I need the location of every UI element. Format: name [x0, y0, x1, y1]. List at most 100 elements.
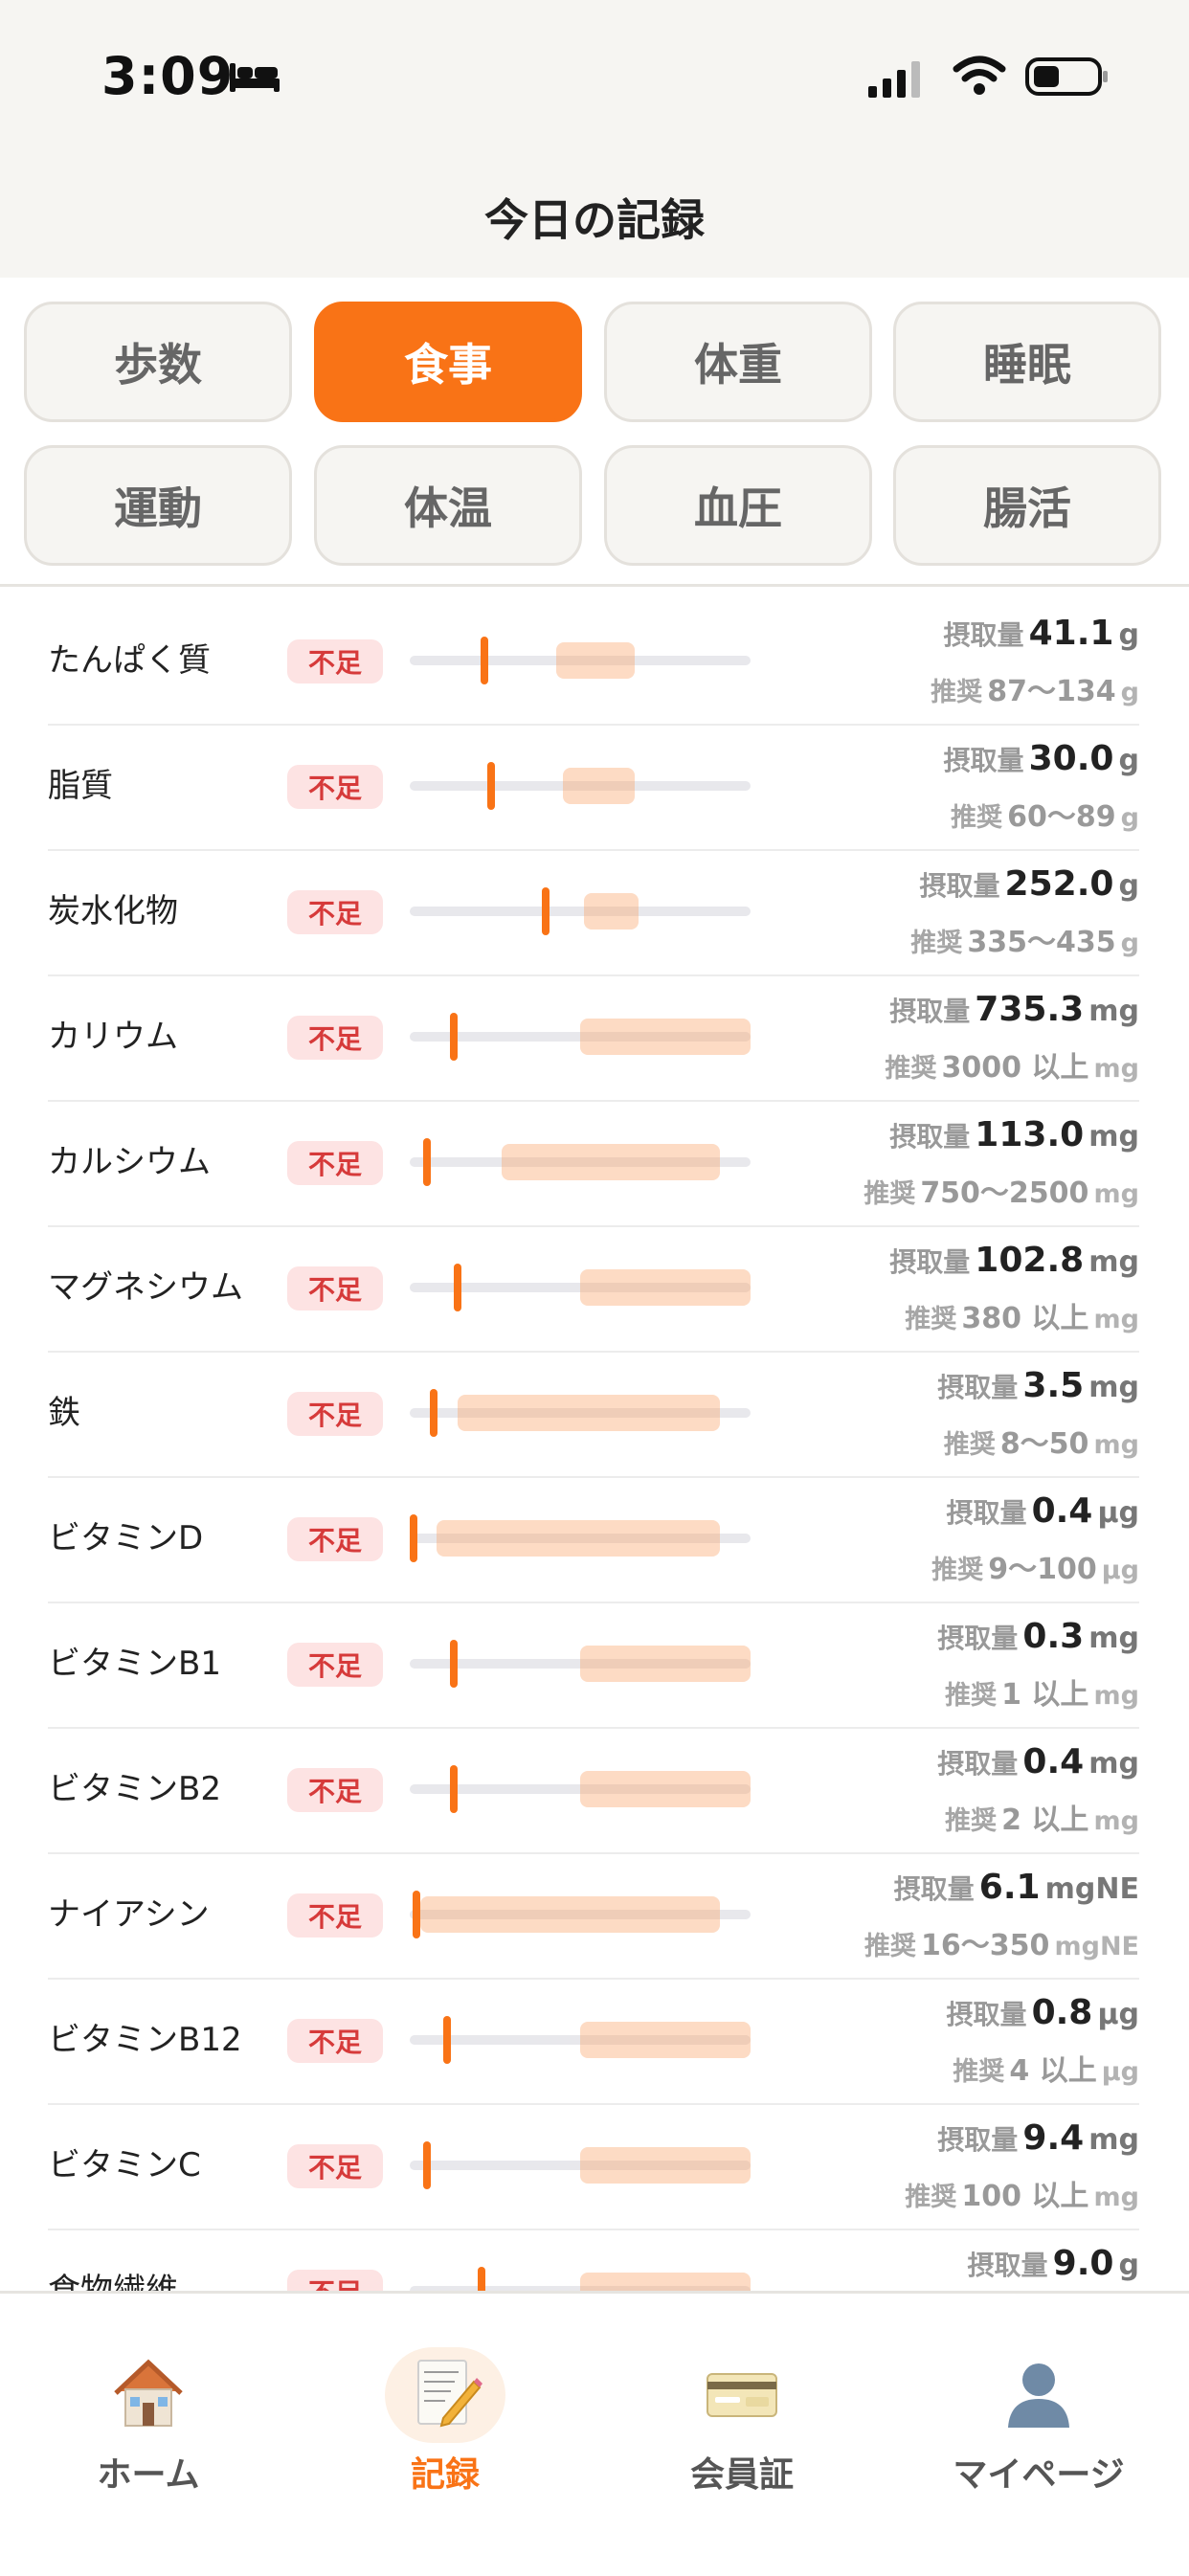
recommended-range-band — [580, 2147, 751, 2184]
status-badge: 不足 — [287, 1266, 383, 1310]
recommended-unit: mg — [1093, 1179, 1139, 1209]
intake-value: 0.8 — [1031, 1993, 1093, 2032]
status-badge: 不足 — [287, 2019, 383, 2063]
intake-unit: g — [1118, 869, 1139, 903]
recommended-unit: mgNE — [1054, 1932, 1139, 1961]
intake-value: 102.8 — [975, 1241, 1085, 1280]
recommended-range: 750〜2500 — [920, 1176, 1089, 1210]
status-badge: 不足 — [287, 1643, 383, 1687]
nutrient-row[interactable]: ビタミンB2 不足 摂取量 0.4 mg 推奨 2 以上 mg — [48, 1727, 1139, 1854]
intake-marker — [542, 887, 550, 935]
recommended-unit: mg — [1093, 1305, 1139, 1334]
recommended-unit: g — [1120, 803, 1139, 833]
tab-sleep[interactable]: 睡眠 — [893, 302, 1161, 422]
intake-unit: mg — [1088, 1371, 1139, 1404]
recommended-line: 推奨 750〜2500 mg — [864, 1169, 1139, 1211]
intake-unit: g — [1118, 744, 1139, 777]
recommended-label: 推奨 — [953, 2057, 1005, 2087]
nutrient-name: 炭水化物 — [48, 892, 178, 930]
nav-header: 今日の記録 — [0, 144, 1189, 278]
recommended-range: 2 以上 — [1001, 1803, 1089, 1837]
intake-value: 252.0 — [1004, 864, 1114, 904]
intake-unit: mg — [1088, 1120, 1139, 1154]
intake-gauge — [410, 887, 751, 935]
tab-meals[interactable]: 食事 — [314, 302, 582, 422]
status-badge: 不足 — [287, 1517, 383, 1561]
nutrient-list[interactable]: たんぱく質 不足 摂取量 41.1 g 推奨 87〜134 g 脂質 不足 摂取量 30.0… — [0, 598, 1189, 2291]
recommended-range-band — [580, 1646, 751, 1682]
intake-value: 30.0 — [1028, 739, 1114, 778]
tab-blood-pressure[interactable]: 血圧 — [604, 445, 872, 566]
recommended-range-band — [580, 1019, 751, 1055]
intake-marker — [422, 1138, 431, 1186]
nutrient-row[interactable]: マグネシウム 不足 摂取量 102.8 mg 推奨 380 以上 mg — [48, 1225, 1139, 1353]
recommended-range-band — [580, 1771, 751, 1807]
nav-record-label: 記録 — [410, 2455, 480, 2495]
recommended-line: 推奨 4 以上 µg — [953, 2047, 1139, 2089]
recommended-label: 推奨 — [885, 1054, 937, 1084]
recommended-range: 87〜134 — [987, 675, 1116, 708]
intake-line: 摂取量 9.4 mg — [937, 2118, 1139, 2158]
recommended-range-band — [580, 2022, 751, 2058]
nutrient-name: 鉄 — [48, 1394, 80, 1432]
recommended-range-band — [502, 1144, 720, 1180]
recommended-range-band — [583, 893, 639, 930]
nav-record[interactable]: 記録 — [297, 2294, 594, 2576]
nutrient-row[interactable]: ビタミンC 不足 摂取量 9.4 mg 推奨 100 以上 mg — [48, 2103, 1139, 2230]
nav-member-card[interactable]: 会員証 — [594, 2294, 890, 2576]
tab-body-temp[interactable]: 体温 — [314, 445, 582, 566]
bed-icon — [230, 63, 280, 92]
nutrient-row[interactable]: ビタミンB12 不足 摂取量 0.8 µg 推奨 4 以上 µg — [48, 1978, 1139, 2105]
nutrient-row[interactable]: 鉄不足 摂取量 3.5 mg 推奨 8〜50 mg — [48, 1351, 1139, 1478]
recommended-label: 推奨 — [945, 1681, 998, 1711]
intake-unit: mg — [1088, 1245, 1139, 1279]
nutrient-row[interactable]: カリウム 不足 摂取量 735.3 mg 推奨 3000 以上 mg — [48, 974, 1139, 1102]
intake-label: 摂取量 — [943, 619, 1024, 651]
nutrient-row[interactable]: たんぱく質 不足 摂取量 41.1 g 推奨 87〜134 g — [48, 598, 1139, 726]
status-badge: 不足 — [287, 1768, 383, 1812]
nav-mypage[interactable]: マイページ — [890, 2294, 1187, 2576]
nutrient-row[interactable]: ナイアシン 不足 摂取量 6.1 mgNE 推奨 16〜350 mgNE — [48, 1852, 1139, 1980]
recommended-line: 推奨 380 以上 mg — [905, 1294, 1139, 1336]
nutrient-row[interactable]: ビタミンD 不足 摂取量 0.4 µg 推奨 9〜100 µg — [48, 1476, 1139, 1603]
recommended-label: 推奨 — [910, 929, 963, 958]
nutrient-row[interactable]: カルシウム 不足 摂取量 113.0 mg 推奨 750〜2500 mg — [48, 1100, 1139, 1227]
intake-value: 0.4 — [1031, 1491, 1093, 1531]
intake-label: 摂取量 — [937, 1748, 1019, 1780]
intake-marker — [429, 1389, 437, 1437]
recommended-label: 推奨 — [905, 1305, 957, 1334]
page-title: 今日の記録 — [484, 194, 705, 246]
intake-gauge — [409, 1514, 751, 1562]
intake-label: 摂取量 — [937, 2124, 1019, 2156]
recommended-unit: mg — [1093, 2183, 1139, 2212]
intake-unit: g — [1118, 618, 1139, 652]
tab-weight[interactable]: 体重 — [604, 302, 872, 422]
tab-gut-health[interactable]: 腸活 — [893, 445, 1161, 566]
nutrient-name: ビタミンB1 — [48, 1645, 221, 1683]
intake-marker — [481, 637, 489, 684]
tab-exercise[interactable]: 運動 — [24, 445, 292, 566]
recommended-range-band — [556, 642, 635, 679]
nav-home[interactable]: ホーム — [0, 2294, 297, 2576]
nutrient-row[interactable]: 炭水化物 不足 摂取量 252.0 g 推奨 335〜435 g — [48, 849, 1139, 976]
intake-line: 摂取量 3.5 mg — [937, 1366, 1139, 1405]
tab-steps[interactable]: 歩数 — [24, 302, 292, 422]
intake-value: 41.1 — [1028, 614, 1114, 653]
intake-value: 9.4 — [1022, 2118, 1085, 2158]
intake-line: 摂取量 113.0 mg — [889, 1115, 1139, 1154]
intake-value: 735.3 — [975, 990, 1085, 1029]
intake-gauge — [410, 1640, 751, 1688]
intake-value: 0.3 — [1022, 1617, 1085, 1656]
recommended-line: 推奨 3000 以上 mg — [885, 1043, 1139, 1086]
intake-label: 摂取量 — [937, 1623, 1019, 1654]
intake-unit: µg — [1097, 1496, 1139, 1530]
intake-marker — [450, 1640, 459, 1688]
nutrient-name: マグネシウム — [48, 1268, 243, 1307]
recommended-range-band — [580, 2273, 751, 2291]
intake-gauge — [410, 1138, 751, 1186]
nutrient-row[interactable]: 脂質 不足 摂取量 30.0 g 推奨 60〜89 g — [48, 724, 1139, 851]
nutrient-row[interactable]: 食物繊維 不足 摂取量 9.0 g — [48, 2229, 1139, 2291]
nav-mypage-label: マイページ — [953, 2455, 1125, 2495]
recommended-range-band — [437, 1520, 720, 1557]
nutrient-row[interactable]: ビタミンB1 不足 摂取量 0.3 mg 推奨 1 以上 mg — [48, 1602, 1139, 1729]
